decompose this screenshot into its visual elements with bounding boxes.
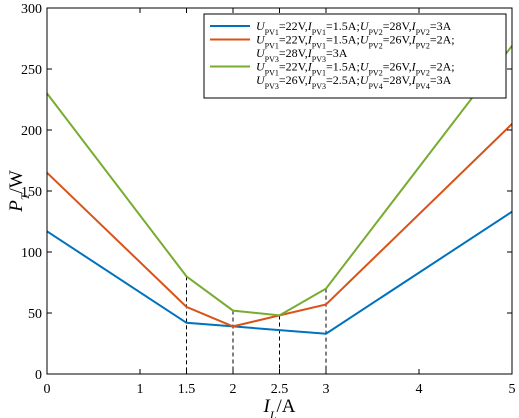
series-2-line bbox=[46, 123, 513, 328]
y-tick-label: 100 bbox=[21, 246, 42, 261]
reference-lines bbox=[186, 276, 327, 374]
series-1-line bbox=[46, 210, 513, 335]
x-axis-label-main: I bbox=[262, 396, 271, 417]
y-tick-label: 50 bbox=[28, 307, 42, 322]
legend-entry-3-line-2: UPV3=26V,IPV3=2.5A;UPV4=28V,IPV4=3A bbox=[256, 73, 452, 91]
x-axis-label-sub: L bbox=[269, 408, 277, 418]
legend-box bbox=[203, 13, 507, 99]
legend-entry-2-line-2: UPV3=28V,IPV3=3A bbox=[256, 46, 348, 64]
y-tick-label: 0 bbox=[35, 368, 42, 383]
legend: UPV1=22V,IPV1=1.5A;UPV2=28V,IPV2=3AUPV1=… bbox=[203, 13, 507, 99]
y-tick-label: 200 bbox=[21, 124, 42, 139]
y-tick-label: 300 bbox=[21, 2, 42, 17]
x-tick-label: 3 bbox=[323, 382, 330, 397]
series-3-line bbox=[46, 45, 513, 317]
x-tick-label: 2.5 bbox=[271, 382, 289, 397]
x-axis-label-unit: /A bbox=[277, 396, 296, 417]
x-tick-label: 5 bbox=[509, 382, 516, 397]
y-axis-label: PT/W bbox=[6, 170, 32, 213]
x-tick-label: 1.5 bbox=[178, 382, 196, 397]
x-tick-label: 2 bbox=[230, 382, 237, 397]
x-tick-label: 1 bbox=[137, 382, 144, 397]
legend-entry-2-line-1: UPV1=22V,IPV1=1.5A;UPV2=26V,IPV2=2A; bbox=[256, 33, 455, 51]
x-axis-label: IL/A bbox=[262, 396, 295, 418]
legend-entry-1-line-1: UPV1=22V,IPV1=1.5A;UPV2=28V,IPV2=3A bbox=[256, 19, 452, 37]
y-axis-label-sub: T bbox=[18, 192, 32, 200]
y-axis-label-unit: /W bbox=[6, 170, 27, 193]
y-tick-label: 250 bbox=[21, 63, 42, 78]
y-tick-label: 150 bbox=[21, 185, 42, 200]
x-tick-label: 0 bbox=[44, 382, 51, 397]
legend-entry-3-line-1: UPV1=22V,IPV1=1.5A;UPV2=26V,IPV2=2A; bbox=[256, 60, 455, 78]
x-tick-label: 4 bbox=[416, 382, 423, 397]
series-lines bbox=[46, 45, 513, 335]
y-axis-label-main: P bbox=[6, 200, 27, 213]
